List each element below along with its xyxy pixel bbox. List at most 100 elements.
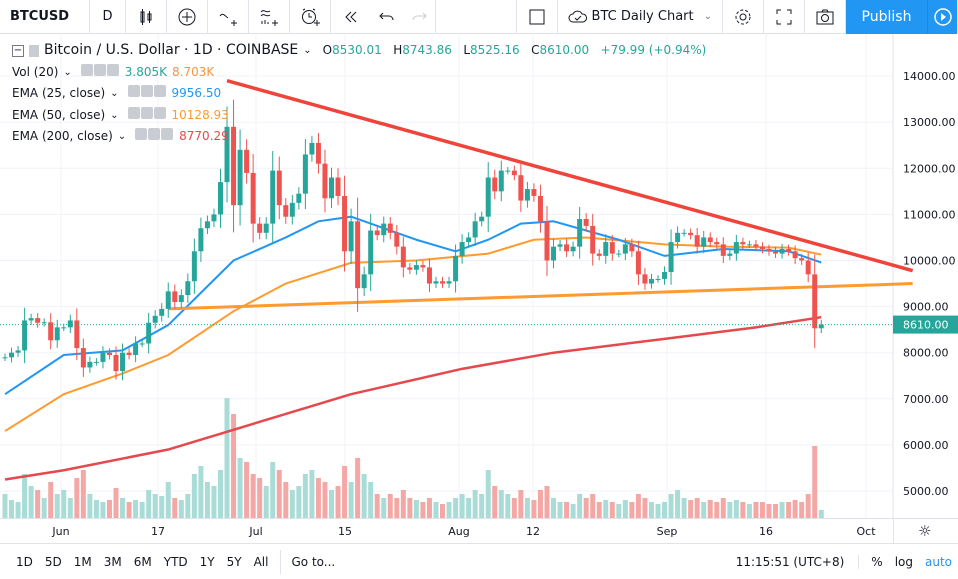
volume-bar <box>67 498 73 518</box>
gear-icon[interactable] <box>148 128 161 140</box>
volume-bar <box>204 482 210 518</box>
snapshot-button[interactable] <box>805 0 846 34</box>
candle <box>217 168 223 228</box>
close-icon[interactable] <box>153 85 166 97</box>
replay-button[interactable] <box>331 0 371 34</box>
volume-bar <box>688 500 694 518</box>
range-5d[interactable]: 5D <box>44 554 62 569</box>
axis-settings-icon[interactable]: ☼ <box>918 522 932 540</box>
candle <box>244 139 250 184</box>
gear-icon[interactable] <box>93 63 106 76</box>
support-trendline[interactable] <box>168 282 913 311</box>
indicator-name[interactable]: EMA (25, close) <box>12 86 106 100</box>
candle <box>492 169 498 200</box>
candle <box>355 197 361 312</box>
volume-bar <box>276 470 282 518</box>
indicators-button[interactable] <box>208 0 249 34</box>
time-label: Jul <box>249 525 263 538</box>
chevron-down-icon[interactable]: ⌄ <box>303 45 312 56</box>
eye-icon[interactable] <box>80 63 93 76</box>
indicator-name[interactable]: EMA (50, close) <box>12 107 106 122</box>
resistance-trendline[interactable] <box>226 79 914 273</box>
clock[interactable]: 11:15:51 (UTC+8) <box>730 554 860 569</box>
alert-button[interactable] <box>290 0 331 34</box>
range-3m[interactable]: 3M <box>103 554 122 569</box>
candle <box>609 234 615 261</box>
volume-bar <box>603 500 609 518</box>
undo-button[interactable] <box>371 0 403 34</box>
templates-button[interactable] <box>249 0 290 34</box>
range-5y[interactable]: 5Y <box>226 554 242 569</box>
fullscreen-button[interactable] <box>764 0 805 34</box>
volume-bar <box>753 502 759 518</box>
candle <box>524 181 530 208</box>
range-ytd[interactable]: YTD <box>163 554 188 569</box>
volume-bar <box>453 498 459 518</box>
indicator-row: EMA (200, close) ⌄ 8770.29 <box>12 126 706 148</box>
eye-icon[interactable] <box>135 128 148 140</box>
ema25-line[interactable] <box>4 215 822 396</box>
auto-toggle[interactable]: auto <box>924 554 952 569</box>
range-1d[interactable]: 1D <box>16 554 33 569</box>
ema200-line[interactable] <box>4 315 822 481</box>
range-1y[interactable]: 1Y <box>199 554 215 569</box>
redo-button[interactable] <box>403 0 436 34</box>
chevron-down-icon: ⌄ <box>703 11 712 22</box>
chevron-down-icon[interactable]: ⌄ <box>117 131 127 142</box>
square-icon <box>529 9 545 24</box>
volume-bar <box>759 502 765 518</box>
publish-button[interactable]: Publish <box>846 0 928 34</box>
volume-bar <box>564 502 570 518</box>
interval-selector[interactable]: D <box>90 0 126 34</box>
candle <box>237 129 243 226</box>
volume-bar <box>302 474 308 518</box>
volume-bar <box>544 486 550 518</box>
symbol-search[interactable]: BTCUSD <box>0 0 90 34</box>
volume-bar <box>361 474 367 518</box>
log-toggle[interactable]: log <box>894 554 913 569</box>
chevron-down-icon[interactable]: ⌄ <box>110 109 119 121</box>
volume-bar <box>635 494 641 518</box>
time-axis[interactable]: ☼ Jun 17 Jul 15 Aug 12 Sep 16 Oct <box>0 518 958 544</box>
volume-bar <box>459 494 465 518</box>
gear-icon[interactable] <box>140 85 153 97</box>
volume-bar <box>492 486 498 518</box>
gear-icon[interactable] <box>140 106 153 119</box>
candle <box>570 241 576 257</box>
play-button[interactable] <box>928 0 958 34</box>
ohlc-values: O8530.01 H8743.86 L8525.16 C8610.00 +79.… <box>322 43 707 57</box>
chart-type-button[interactable] <box>126 0 167 34</box>
eye-icon[interactable] <box>127 85 140 97</box>
candle <box>773 246 779 258</box>
percent-toggle[interactable]: % <box>871 554 883 569</box>
close-icon[interactable] <box>106 63 119 76</box>
indicator-name[interactable]: EMA (200, close) <box>12 129 113 143</box>
settings-button[interactable] <box>723 0 764 34</box>
candle <box>786 244 792 256</box>
chevron-down-icon[interactable]: ⌄ <box>63 66 72 78</box>
range-all[interactable]: All <box>253 554 269 569</box>
candle <box>635 240 641 285</box>
candle <box>720 237 726 264</box>
candle <box>335 168 341 206</box>
close-icon[interactable] <box>161 128 174 140</box>
candle <box>433 276 439 288</box>
close-icon[interactable] <box>153 106 166 119</box>
range-1m[interactable]: 1M <box>73 554 92 569</box>
collapse-icon[interactable]: − <box>12 44 24 57</box>
volume-bar <box>694 498 700 518</box>
chart-layout-menu[interactable]: BTC Daily Chart ⌄ <box>558 0 723 34</box>
volume-bar <box>727 502 733 518</box>
select-layout-button[interactable] <box>515 0 558 34</box>
plus-circle-icon <box>178 8 196 25</box>
chevron-down-icon[interactable]: ⌄ <box>110 88 119 99</box>
indicator-name[interactable]: Vol (20) <box>12 64 59 79</box>
volume-bar <box>440 504 446 518</box>
compare-button[interactable] <box>167 0 208 34</box>
candle <box>9 347 15 363</box>
range-6m[interactable]: 6M <box>133 554 152 569</box>
candle <box>694 227 700 254</box>
symbol-title[interactable]: Bitcoin / U.S. Dollar · 1D · COINBASE <box>44 42 299 58</box>
goto-button[interactable]: Go to... <box>291 554 336 569</box>
eye-icon[interactable] <box>127 106 140 119</box>
